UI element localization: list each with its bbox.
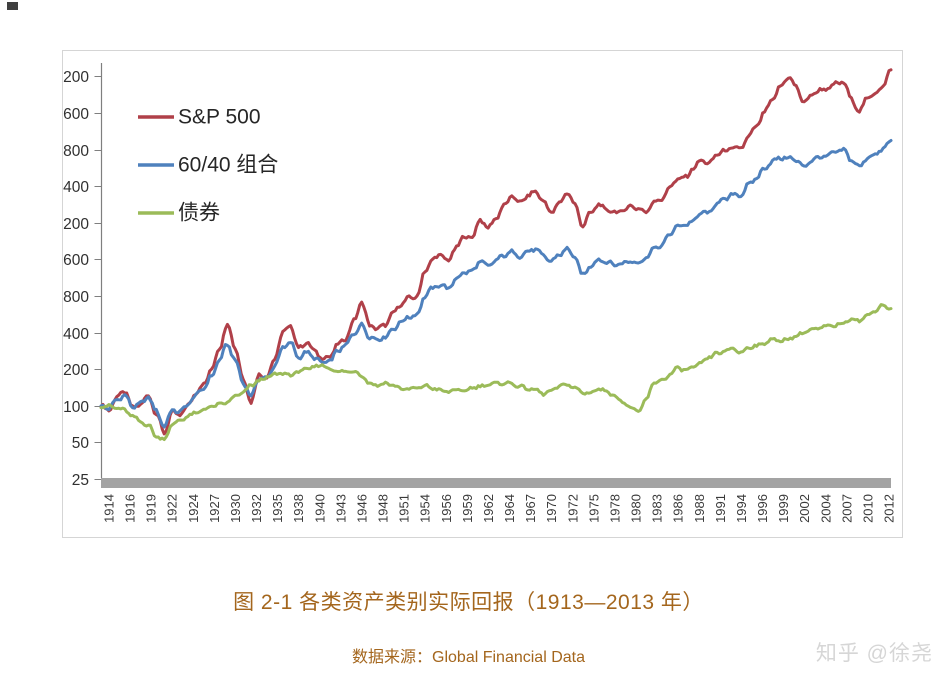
- data-source-value: Global Financial Data: [432, 649, 585, 666]
- x-axis-label: 1948: [376, 494, 391, 523]
- x-axis-label: 1932: [249, 494, 264, 523]
- x-axis-label: 1975: [586, 494, 601, 523]
- x-axis-label: 1924: [186, 494, 201, 523]
- y-axis-label: 25: [72, 472, 89, 489]
- x-axis-label: 1956: [439, 494, 454, 523]
- x-axis-label: 1986: [671, 494, 686, 523]
- x-axis-label: 1938: [291, 494, 306, 523]
- x-axis-label: 1935: [270, 494, 285, 523]
- x-axis-label: 1967: [523, 494, 538, 523]
- x-axis-label: 1954: [418, 494, 433, 523]
- x-axis-label: 2012: [882, 494, 897, 523]
- x-axis-label: 1994: [734, 494, 749, 523]
- x-axis-label: 2004: [818, 494, 833, 523]
- x-axis-label: 1927: [207, 494, 222, 523]
- x-axis-label: 1943: [333, 494, 348, 523]
- y-axis-label: 1,600: [63, 252, 89, 269]
- x-axis-label: 1940: [312, 494, 327, 523]
- y-axis-label: 3,200: [63, 216, 89, 233]
- x-axis-label: 1970: [544, 494, 559, 523]
- x-axis-label: 1980: [629, 494, 644, 523]
- x-axis-label: 1922: [165, 494, 180, 523]
- figure-caption: 图 2-1 各类资产类别实际回报（1913—2013 年）: [233, 591, 704, 614]
- series-line-sp500: [99, 68, 893, 436]
- x-axis-label: 1946: [354, 494, 369, 523]
- y-axis-label: 800: [63, 289, 89, 306]
- x-axis-label: 1914: [102, 494, 117, 523]
- legend-label: 债券: [178, 202, 220, 225]
- x-axis-label: 1988: [692, 494, 707, 523]
- data-source-label: 数据来源：: [352, 649, 433, 666]
- x-axis-label: 1991: [713, 494, 728, 523]
- x-axis-label: 1999: [776, 494, 791, 523]
- y-axis-label: 6,400: [63, 179, 89, 196]
- x-axis-label: 1996: [755, 494, 770, 523]
- screenshot-corner-artifact: [7, 2, 18, 10]
- x-axis-band: [101, 478, 891, 488]
- x-axis-label: 2007: [839, 494, 854, 523]
- x-axis-label: 1951: [397, 494, 412, 523]
- y-axis-label: 51,200: [63, 69, 89, 86]
- series-line-bonds: [99, 303, 893, 442]
- x-axis-label: 1983: [650, 494, 665, 523]
- series-line-60-40-portfolio: [99, 139, 893, 429]
- asset-returns-line-chart: 25 50 100 200 400 800 1,600 3,200 6,400 12,800 25,…: [63, 63, 897, 523]
- x-axis-label: 1916: [123, 494, 138, 523]
- chart-frame: 25 50 100 200 400 800 1,600 3,200 6,400 12,800 25,…: [62, 50, 903, 538]
- y-axis-label: 200: [63, 362, 89, 379]
- x-axis-label: 2010: [860, 494, 875, 523]
- y-axis-label: 400: [63, 326, 89, 343]
- x-axis-label: 1919: [144, 494, 159, 523]
- y-axis-label: 12,800: [63, 143, 89, 160]
- x-axis-label: 1930: [228, 494, 243, 523]
- zhihu-watermark: 知乎 @徐尧: [815, 642, 933, 665]
- x-axis-label: 2002: [797, 494, 812, 523]
- data-source: 数据来源：Global Financial Data: [0, 643, 937, 667]
- x-axis-label: 1959: [460, 494, 475, 523]
- x-axis-label: 1972: [565, 494, 580, 523]
- x-axis-label: 1964: [502, 494, 517, 523]
- y-axis-label: 50: [72, 435, 90, 452]
- legend-label: 60/40 组合: [178, 154, 278, 177]
- legend-label: S&P 500: [178, 106, 261, 129]
- x-axis-label: 1978: [607, 494, 622, 523]
- y-axis-label: 25,600: [63, 106, 89, 123]
- y-axis-label: 100: [63, 399, 89, 416]
- x-axis-label: 1962: [481, 494, 496, 523]
